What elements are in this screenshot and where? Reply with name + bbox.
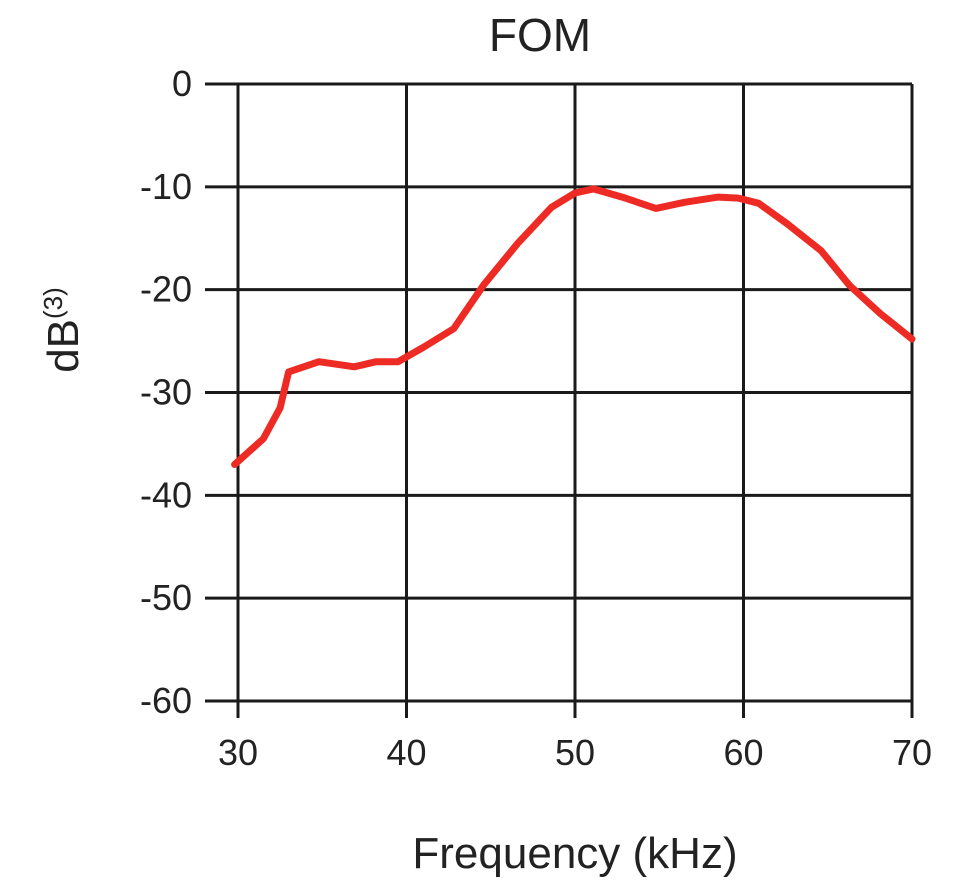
series-line <box>231 185 916 468</box>
y-axis-label-superscript: (3) <box>38 287 68 319</box>
x-tick-label: 70 <box>892 732 932 773</box>
y-tick-label: -60 <box>140 680 192 721</box>
y-tick-label: -20 <box>140 269 192 310</box>
y-axis-label: dB(3) <box>38 287 88 373</box>
y-tick-label: -10 <box>140 166 192 207</box>
x-axis-label: Frequency (kHz) <box>412 829 737 878</box>
tick-labels: 0 -10 -20 -30 -40 -50 -60 30 40 50 60 70 <box>140 63 932 773</box>
chart-title: FOM <box>488 9 592 61</box>
y-tick-label: -30 <box>140 372 192 413</box>
x-tick-label: 40 <box>386 732 426 773</box>
y-tick-label: 0 <box>172 63 192 104</box>
y-axis-label-main: dB <box>39 319 88 373</box>
series-layer <box>231 185 916 468</box>
grid <box>205 82 914 718</box>
x-tick-label: 60 <box>723 732 763 773</box>
y-tick-label: -50 <box>140 577 192 618</box>
x-tick-label: 30 <box>218 732 258 773</box>
y-tick-label: -40 <box>140 474 192 515</box>
x-tick-label: 50 <box>555 732 595 773</box>
